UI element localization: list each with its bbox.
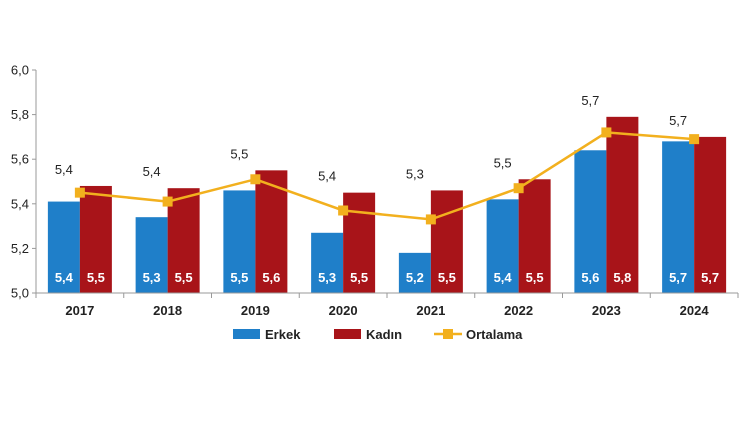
y-tick-label: 5,6 xyxy=(11,152,29,167)
average-data-label: 5,5 xyxy=(230,146,248,161)
legend: Erkek Kadın Ortalama xyxy=(233,327,523,342)
y-tick-label: 5,4 xyxy=(11,196,29,211)
bar-data-label: 5,5 xyxy=(350,270,368,285)
y-tick-label: 5,2 xyxy=(11,241,29,256)
bar-kad-n xyxy=(167,188,200,293)
legend-label-kad-n: Kadın xyxy=(366,327,402,342)
bar-data-label: 5,5 xyxy=(230,270,248,285)
x-tick-label: 2020 xyxy=(329,303,358,318)
legend-swatch-erkek xyxy=(233,329,260,339)
bar-data-label: 5,4 xyxy=(494,270,513,285)
bar-erkek xyxy=(223,190,256,293)
y-tick-label: 5,8 xyxy=(11,107,29,122)
bar-data-label: 5,7 xyxy=(669,270,687,285)
bar-kad-n xyxy=(430,190,463,293)
y-tick-label: 5,0 xyxy=(11,286,29,301)
bar-erkek xyxy=(486,199,519,293)
bar-erkek xyxy=(311,232,344,293)
average-data-label: 5,4 xyxy=(55,162,73,177)
average-marker xyxy=(162,196,173,207)
average-marker xyxy=(338,205,349,216)
y-axis: 5,0 5,2 5,4 5,6 5,8 6,0 xyxy=(11,63,37,301)
average-marker xyxy=(601,127,612,138)
bar-data-label: 5,3 xyxy=(318,270,336,285)
bar-kad-n xyxy=(343,192,376,293)
bar-data-label: 5,5 xyxy=(175,270,193,285)
bar-data-label: 5,5 xyxy=(438,270,456,285)
x-tick-label: 2017 xyxy=(65,303,94,318)
bar-kad-n xyxy=(79,185,112,293)
x-tick-label: 2018 xyxy=(153,303,182,318)
average-marker xyxy=(425,214,436,225)
bar-data-label: 5,5 xyxy=(526,270,544,285)
legend-swatch-kad-n xyxy=(334,329,361,339)
average-data-label: 5,3 xyxy=(406,166,424,181)
average-data-label: 5,4 xyxy=(143,164,161,179)
average-line: 5,4 5,4 5,5 5,4 5,3 5,5 5,7 5,7 xyxy=(55,93,700,225)
average-data-label: 5,4 xyxy=(318,169,336,184)
legend-marker-ortalama xyxy=(443,329,453,339)
x-tick-label: 2023 xyxy=(592,303,621,318)
average-data-label: 5,5 xyxy=(494,155,512,170)
average-line-path xyxy=(79,131,695,221)
bar-data-label: 5,4 xyxy=(55,270,74,285)
average-marker xyxy=(74,187,85,198)
bar-kad-n xyxy=(606,116,639,293)
y-tick-label: 6,0 xyxy=(11,63,29,78)
bar-erkek xyxy=(47,201,80,293)
x-tick-label: 2024 xyxy=(680,303,710,318)
bar-erkek xyxy=(135,217,168,293)
bar-data-label: 5,3 xyxy=(143,270,161,285)
bars: 5,4 5,3 5,5 5,3 5,2 5,4 5,6 5,7 5,5 5,5 5,6 5,5 5,5 5… xyxy=(47,116,727,293)
average-data-label: 5,7 xyxy=(669,113,687,128)
bar-erkek xyxy=(398,252,431,293)
bar-erkek xyxy=(574,150,607,293)
x-tick-label: 2021 xyxy=(416,303,445,318)
bar-kad-n xyxy=(694,136,727,293)
x-axis: 2017 2018 2019 2020 2021 2022 2023 2024 xyxy=(35,292,739,318)
legend-label-ortalama: Ortalama xyxy=(466,327,523,342)
bar-data-label: 5,6 xyxy=(581,270,599,285)
average-marker xyxy=(250,174,261,185)
bar-kad-n xyxy=(255,170,288,293)
x-tick-label: 2022 xyxy=(504,303,533,318)
bar-data-label: 5,8 xyxy=(613,270,631,285)
bar-data-label: 5,5 xyxy=(87,270,105,285)
average-data-label: 5,7 xyxy=(581,93,599,108)
average-marker xyxy=(689,134,700,145)
legend-label-erkek: Erkek xyxy=(265,327,301,342)
bar-data-label: 5,7 xyxy=(701,270,719,285)
x-tick-label: 2019 xyxy=(241,303,270,318)
bar-erkek xyxy=(662,141,695,293)
bar-data-label: 5,6 xyxy=(262,270,280,285)
bar-data-label: 5,2 xyxy=(406,270,424,285)
average-marker xyxy=(513,183,524,194)
bar-kad-n xyxy=(518,179,551,293)
